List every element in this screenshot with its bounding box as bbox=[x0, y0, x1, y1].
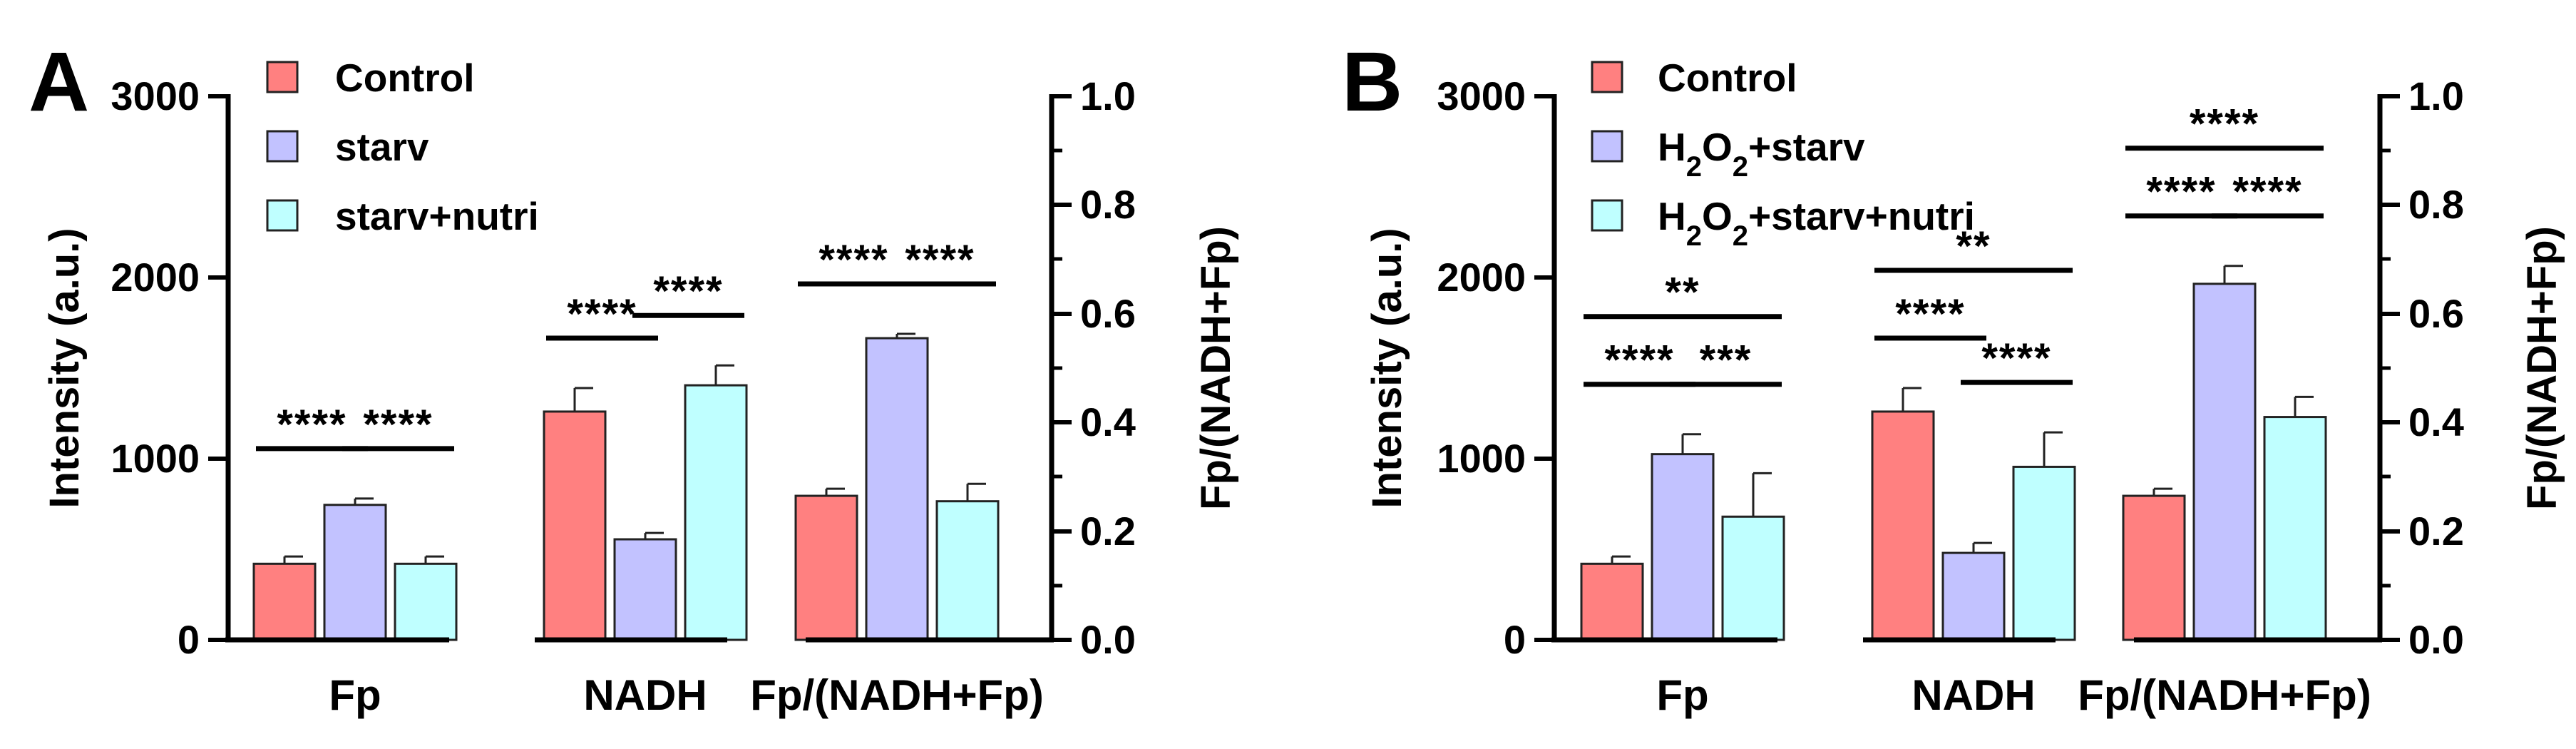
panel-a-legend-swatch-starv bbox=[266, 130, 299, 163]
panel-b-category-label-0: Fp bbox=[1656, 671, 1708, 719]
panel-a-bars bbox=[252, 337, 1000, 641]
panel-b-bar-g1-s2 bbox=[2012, 465, 2076, 641]
panel-a-legend-swatch-control bbox=[266, 61, 299, 93]
panel-a-bar-g1-s0 bbox=[543, 410, 607, 641]
panel-a-bar-g0-s2 bbox=[394, 562, 458, 641]
panel-b-sig-label-8: **** bbox=[2190, 101, 2259, 148]
panel-a-bar-g0-s0 bbox=[252, 562, 317, 641]
panel-b-sig-label-3: **** bbox=[1895, 291, 1965, 337]
panel-a-category-label-0: Fp bbox=[329, 671, 381, 719]
panel-b-legend-label-control: Control bbox=[1658, 56, 1797, 100]
panel-a-bar-g1-s1 bbox=[613, 538, 677, 641]
panel-a-y2tick-label-0: 0.0 bbox=[1080, 617, 1136, 662]
panel-b-y-axis-label: Intensity (a.u.) bbox=[1364, 228, 1410, 508]
panel-b-ytick-label-1: 1000 bbox=[1437, 436, 1526, 481]
panel-b-ytick-label-0: 0 bbox=[1504, 617, 1526, 662]
panel-b-legend-label-h2o2-starv: H2O2+starv bbox=[1658, 125, 1865, 183]
panel-b-sig-label-2: ** bbox=[1665, 270, 1700, 316]
panel-b-errorbars bbox=[1611, 265, 2314, 564]
panel-letter-a: A bbox=[29, 35, 89, 129]
panel-letter-b: B bbox=[1342, 35, 1402, 129]
panel-a-legend-label-starv-nutri: starv+nutri bbox=[335, 194, 539, 238]
panel-a-y2tick-label-4: 0.8 bbox=[1080, 182, 1136, 227]
panel-b-bar-g0-s0 bbox=[1580, 562, 1644, 641]
panel-a-legend-label-control: Control bbox=[335, 56, 475, 100]
panel-b-legend-label-h2o2-starv-nutri: H2O2+starv+nutri bbox=[1658, 194, 1975, 252]
panel-a-sig-label-1: **** bbox=[363, 402, 433, 448]
panel-a-y2-axis-label: Fp/(NADH+Fp) bbox=[1193, 226, 1239, 510]
panel-b-sig-label-7: **** bbox=[2232, 169, 2302, 215]
panel-a-bar-g0-s1 bbox=[323, 504, 387, 641]
panel-a-category-label-1: NADH bbox=[583, 671, 707, 719]
panel-a-ytick-label-0: 0 bbox=[178, 617, 200, 662]
panel-b-bar-g2-s2 bbox=[2263, 416, 2327, 641]
panel-b-y2tick-label-1: 0.2 bbox=[2408, 509, 2464, 554]
panel-b-significance: **** ***** ************** ******** bbox=[1584, 101, 2324, 387]
panel-a-y2tick-label-3: 0.6 bbox=[1080, 291, 1136, 336]
panel-b-bar-g2-s1 bbox=[2192, 282, 2257, 641]
panel-b-legend-swatch-control bbox=[1591, 61, 1623, 93]
panel-b-y2tick-label-2: 0.4 bbox=[2408, 399, 2464, 444]
panel-a-y2tick-label-5: 1.0 bbox=[1080, 73, 1136, 118]
panel-a-bar-g2-s0 bbox=[794, 494, 858, 641]
panel-b-y2-axis-label: Fp/(NADH+Fp) bbox=[2519, 226, 2565, 510]
panel-b-sig-label-1: *** bbox=[1700, 337, 1753, 384]
panel-a-errorbars bbox=[283, 332, 986, 564]
panel-b-bar-g1-s1 bbox=[1941, 551, 2006, 641]
panel-b-legend: Control H2O2+starv H2O2+starv+nutri bbox=[1591, 56, 1975, 252]
panel-b-legend-swatch-h2o2-starv bbox=[1591, 130, 1623, 163]
panel-b-category-label-1: NADH bbox=[1912, 671, 2035, 719]
panel-a-y2tick-label-1: 0.2 bbox=[1080, 509, 1136, 554]
panel-a-y2tick-label-2: 0.4 bbox=[1080, 399, 1136, 444]
panel-a-ytick-label-1: 1000 bbox=[111, 436, 200, 481]
panel-a-bar-g1-s2 bbox=[684, 384, 748, 641]
panel-b-y2tick-label-3: 0.6 bbox=[2408, 291, 2464, 336]
panel-a-ytick-label-3: 3000 bbox=[111, 73, 200, 118]
panel-b-category-label-2: Fp/(NADH+Fp) bbox=[2078, 671, 2371, 719]
panel-a-legend-swatch-starv-nutri bbox=[266, 199, 299, 232]
panel-b-bar-g0-s1 bbox=[1651, 453, 1715, 641]
panel-a-legend: Control starv starv+nutri bbox=[266, 56, 539, 238]
panel-b-y2tick-label-0: 0.0 bbox=[2408, 617, 2464, 662]
panel-b-sig-label-5: ** bbox=[1956, 223, 1991, 270]
panel-a-ytick-label-2: 2000 bbox=[111, 255, 200, 300]
panel-b-ytick-label-2: 2000 bbox=[1437, 255, 1526, 300]
panel-a-legend-label-starv: starv bbox=[335, 125, 429, 169]
panel-a-sig-label-0: **** bbox=[277, 402, 347, 448]
panel-b-bar-g2-s0 bbox=[2122, 494, 2186, 641]
panel-a-category-label-2: Fp/(NADH+Fp) bbox=[750, 671, 1044, 719]
panel-a-bar-g2-s1 bbox=[865, 337, 929, 641]
panel-a-sig-label-4: **** bbox=[819, 237, 888, 283]
panel-b-bar-g0-s2 bbox=[1721, 515, 1785, 641]
panel-a-bar-g2-s2 bbox=[935, 500, 1000, 641]
panel-b-y2tick-label-5: 1.0 bbox=[2408, 73, 2464, 118]
panel-a-sig-label-3: **** bbox=[653, 268, 723, 315]
panel-a: A **** **** **** **** **** **** 0 1000 2000 3… bbox=[29, 35, 1239, 719]
panel-b-legend-swatch-h2o2-starv-nutri bbox=[1591, 199, 1623, 232]
panel-b-bar-g1-s0 bbox=[1871, 410, 1935, 641]
panel-b-sig-label-4: **** bbox=[1981, 335, 2051, 382]
panel-b: B **** ***** ************** ******** 0 1000… bbox=[1342, 35, 2565, 719]
panel-a-significance: **** **** **** **** **** **** bbox=[256, 237, 996, 452]
panel-a-y-axis-label: Intensity (a.u.) bbox=[41, 228, 88, 508]
panel-b-ytick-label-3: 3000 bbox=[1437, 73, 1526, 118]
panel-a-sig-label-5: **** bbox=[905, 237, 975, 283]
panel-a-sig-label-2: **** bbox=[567, 291, 637, 337]
panel-b-y2tick-label-4: 0.8 bbox=[2408, 182, 2464, 227]
panel-b-sig-label-6: **** bbox=[2146, 169, 2216, 215]
panel-b-sig-label-0: **** bbox=[1604, 337, 1674, 384]
